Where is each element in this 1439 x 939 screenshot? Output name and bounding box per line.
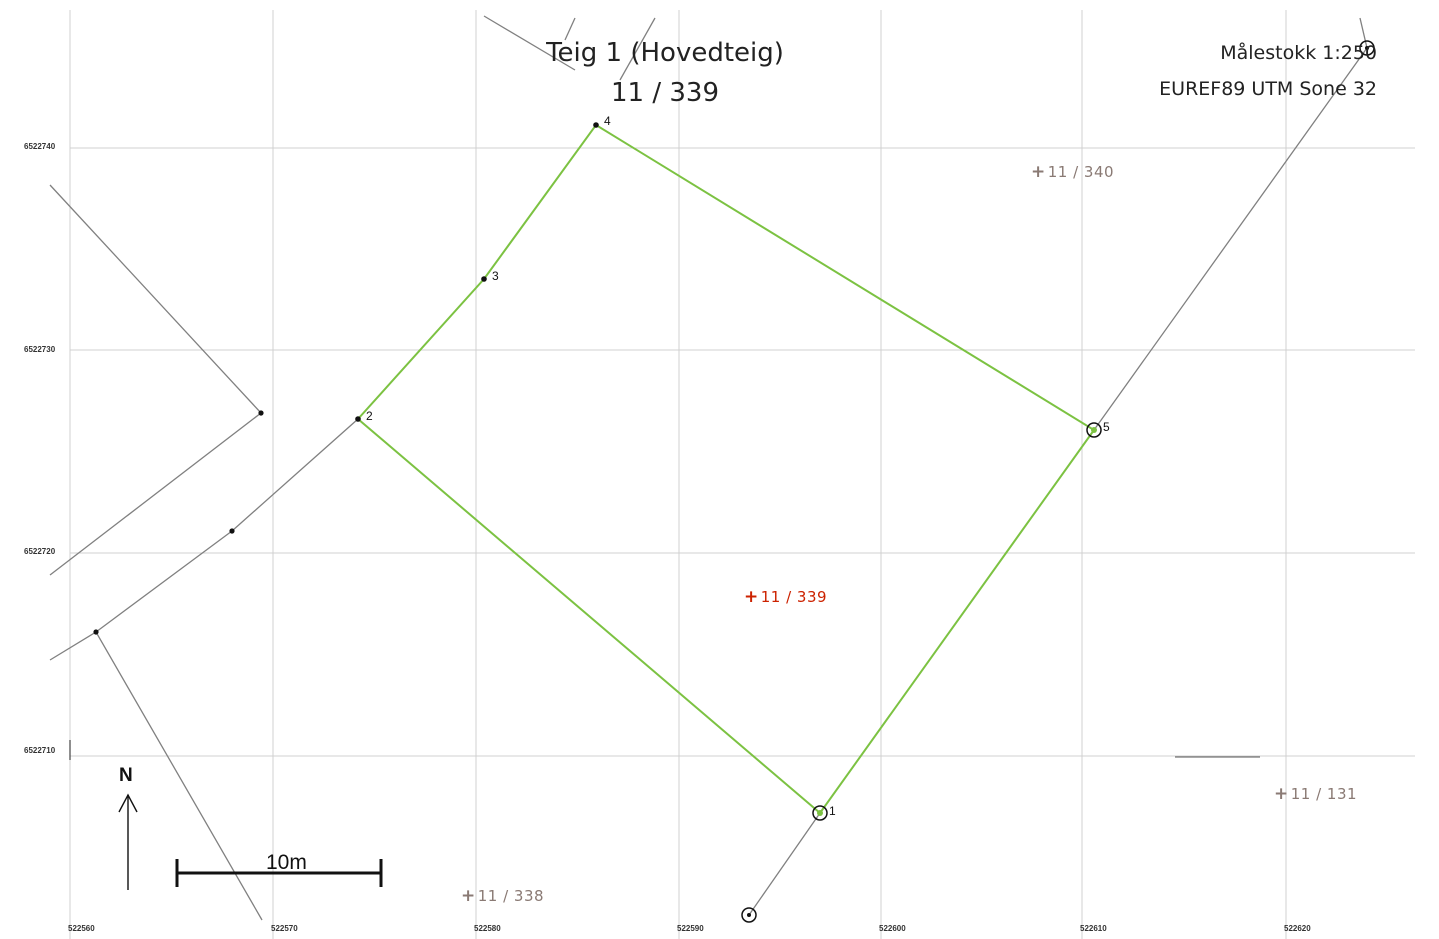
survey-marker — [1359, 40, 1375, 56]
parcel-label-neighbor[interactable]: +11 / 340 — [1031, 162, 1115, 182]
map-title: Teig 1 (Hovedteig) — [546, 38, 784, 68]
neighbor-line — [619, 17, 656, 81]
point-label-3: 3 — [492, 269, 499, 283]
easting-label: 522600 — [879, 924, 906, 933]
parcel-boundary[interactable] — [356, 123, 1096, 815]
boundary-point-marker-2 — [355, 416, 361, 422]
easting-label: 522620 — [1284, 924, 1311, 933]
northing-label: 6522720 — [24, 547, 56, 556]
parcel-center-icon: + — [744, 587, 759, 607]
neighbor-line — [49, 184, 262, 414]
parcel-center-icon: + — [1274, 784, 1289, 804]
easting-label: 522570 — [271, 924, 298, 933]
parcel-label-current[interactable]: +11 / 339 — [744, 587, 828, 607]
survey-markers — [741, 40, 1375, 923]
vertex-dot — [258, 410, 264, 416]
survey-marker — [741, 907, 757, 923]
scale-bar-label: 10m — [266, 851, 307, 874]
parcel-label-neighbor[interactable]: +11 / 338 — [461, 886, 545, 906]
crs-text: EUREF89 UTM Sone 32 — [1159, 78, 1377, 100]
neighbor-line — [231, 418, 359, 532]
easting-label: 522610 — [1080, 924, 1107, 933]
northing-label: 6522710 — [24, 746, 56, 755]
parcel-center-icon: + — [461, 886, 476, 906]
neighbor-line — [95, 530, 233, 633]
north-arrow-icon — [118, 793, 138, 890]
northing-label: 6522740 — [24, 142, 56, 151]
point-label-1: 1 — [829, 804, 836, 818]
vertex-dot — [229, 528, 235, 534]
north-label: N — [119, 765, 133, 786]
vertex-dot — [93, 629, 99, 635]
neighbor-line — [1093, 47, 1368, 431]
parcel-label-neighbor[interactable]: +11 / 131 — [1274, 784, 1358, 804]
point-label-4: 4 — [604, 114, 611, 128]
neighbor-line — [564, 17, 576, 41]
boundary-point-marker-5 — [1086, 422, 1102, 438]
neighbor-line — [49, 412, 262, 576]
point-label-5: 5 — [1103, 420, 1110, 434]
map-subtitle: 11 / 339 — [611, 78, 719, 108]
point-label-2: 2 — [366, 409, 373, 423]
boundary-point-marker-1 — [812, 805, 828, 821]
neighbor-boundaries — [49, 15, 1368, 921]
easting-label: 522560 — [68, 924, 95, 933]
easting-label: 522580 — [474, 924, 501, 933]
scale-text: Målestokk 1:250 — [1220, 42, 1377, 64]
vertex-dots — [93, 122, 599, 635]
neighbor-line — [49, 631, 97, 661]
boundary-point-marker-3 — [481, 276, 487, 282]
easting-label: 522590 — [677, 924, 704, 933]
northing-label: 6522730 — [24, 345, 56, 354]
parcel-center-icon: + — [1031, 162, 1046, 182]
neighbor-line — [748, 812, 821, 916]
coordinate-grid — [69, 10, 1415, 939]
boundary-point-marker-4 — [593, 122, 599, 128]
neighbor-line — [483, 15, 576, 71]
scale-bar — [175, 859, 383, 887]
neighbor-line — [1359, 17, 1368, 49]
